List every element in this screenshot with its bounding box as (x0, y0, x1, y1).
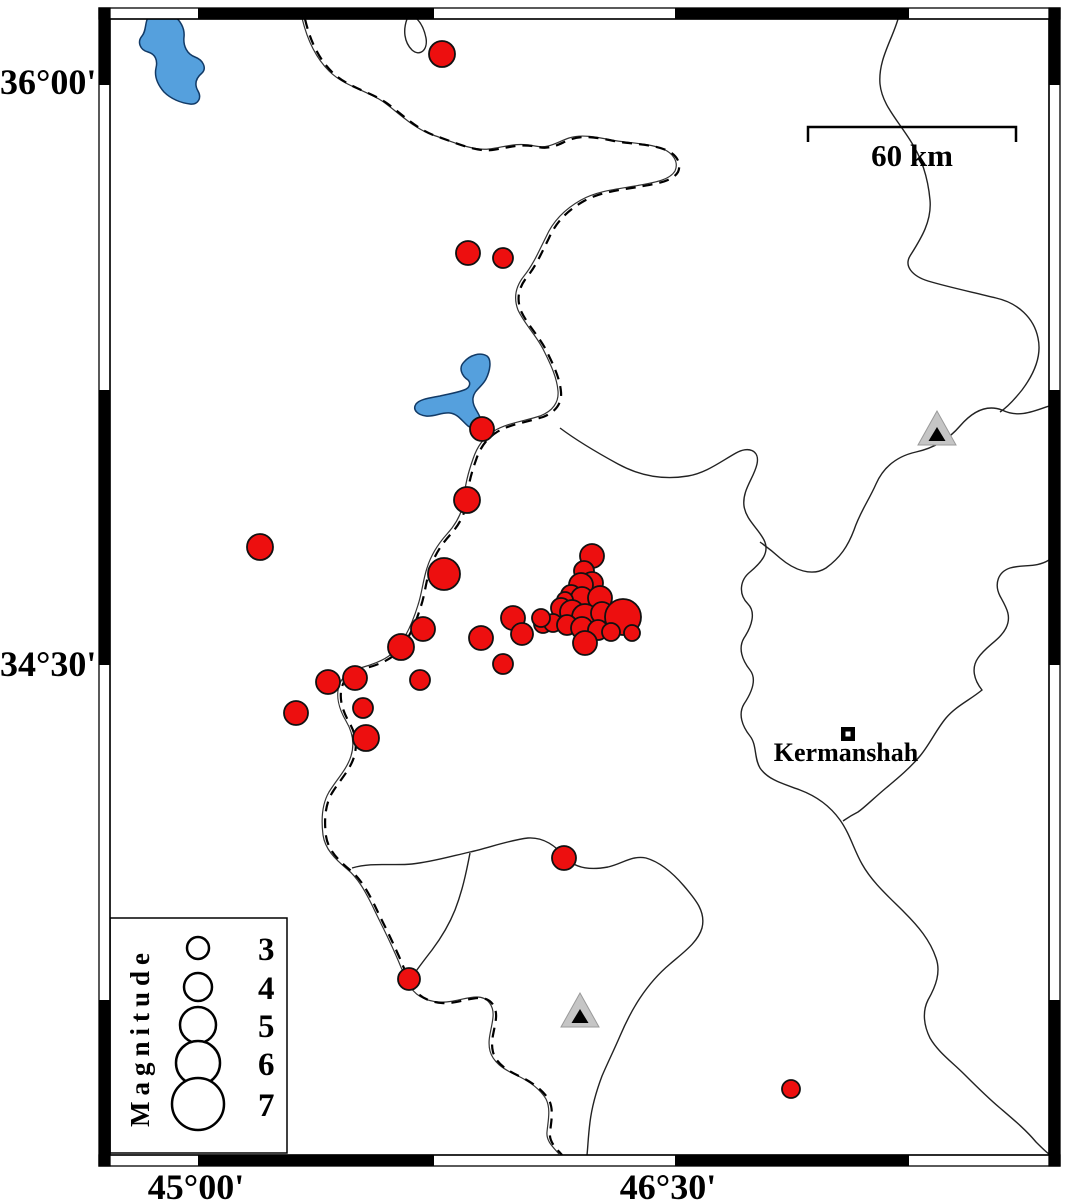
x-axis-label-45-00: 45°00' (147, 1167, 245, 1204)
river-south-branch (411, 852, 471, 978)
earthquake-marker (387, 633, 415, 661)
scale-bar (806, 125, 1018, 142)
legend-value-m7: 7 (258, 1088, 275, 1124)
triangle-inner (571, 1009, 589, 1023)
legend-circle-m4 (182, 971, 214, 1003)
scale-bar-label: 60 km (871, 138, 953, 173)
legend-value-m5: 5 (258, 1009, 275, 1045)
triangle-markers (560, 409, 957, 1028)
border-dashed-line (303, 19, 681, 1155)
earthquake-marker (315, 669, 341, 695)
y-axis-label-34-30: 34°30' (0, 644, 97, 684)
legend-value-m6: 6 (258, 1047, 275, 1083)
earthquake-marker (428, 40, 456, 68)
legend-value-m4: 4 (258, 971, 275, 1007)
earthquake-marker (352, 724, 380, 752)
earthquake-marker (409, 669, 431, 691)
earthquake-marker (283, 700, 309, 726)
map-frame (98, 7, 1061, 1167)
legend-circle-m5 (178, 1005, 218, 1045)
city-label: Kermanshah (773, 738, 919, 767)
earthquake-marker (352, 697, 374, 719)
map-geography (138, 19, 1049, 1155)
river-south-central (351, 837, 704, 1155)
earthquake-markers (246, 40, 801, 1099)
river-east-middle (842, 559, 1049, 822)
river-central-long (559, 427, 1049, 1155)
border-lines (301, 19, 681, 1155)
earthquake-marker (531, 608, 551, 628)
earthquake-marker (410, 616, 436, 642)
earthquake-marker (551, 845, 577, 871)
earthquake-marker (469, 416, 495, 442)
y-axis-label-36-00: 36°00' (0, 62, 97, 102)
river-east-triangle (759, 405, 1049, 573)
legend-value-m3: 3 (258, 932, 275, 968)
border-solid-line (301, 19, 677, 1155)
legend-circle-m3 (185, 935, 211, 961)
earthquake-marker (453, 486, 481, 514)
earthquake-marker (455, 240, 481, 266)
lake-central (414, 353, 491, 430)
lake-northwest (138, 19, 205, 105)
earthquake-marker (510, 622, 534, 646)
river-northeast (879, 19, 1040, 413)
earthquake-marker (468, 625, 494, 651)
earthquake-marker (781, 1079, 801, 1099)
earthquake-marker (623, 624, 641, 642)
earthquake-marker (492, 247, 514, 269)
earthquake-marker (246, 533, 274, 561)
earthquake-marker (601, 622, 621, 642)
earthquake-marker (572, 630, 598, 656)
earthquake-marker (492, 653, 514, 675)
legend-title: Magnitude (125, 947, 155, 1128)
city-marker-kermanshah (841, 727, 855, 741)
earthquake-marker (342, 665, 368, 691)
rivers (351, 19, 1049, 1155)
earthquake-marker (427, 557, 461, 591)
earthquake-marker (397, 967, 421, 991)
x-axis-label-46-30: 46°30' (619, 1167, 717, 1204)
legend-circle-m7 (170, 1076, 226, 1132)
river-top-hook (404, 19, 427, 54)
triangle-inner (928, 427, 946, 441)
